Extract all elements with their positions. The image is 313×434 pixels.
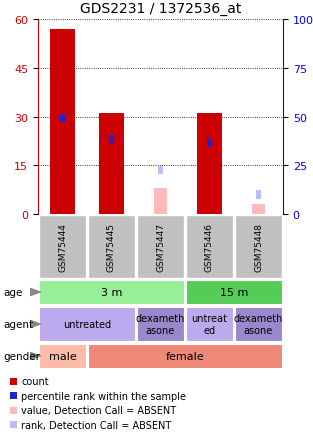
Text: dexameth
asone: dexameth asone (234, 313, 283, 335)
Text: 15 m: 15 m (220, 287, 248, 297)
Text: percentile rank within the sample: percentile rank within the sample (21, 391, 186, 401)
Bar (207, 139, 212, 147)
Bar (109, 136, 114, 144)
Text: value, Detection Call = ABSENT: value, Detection Call = ABSENT (21, 405, 176, 415)
Polygon shape (30, 352, 42, 361)
Bar (10, 421, 17, 428)
Bar (39, 280, 183, 304)
Bar (60, 115, 65, 123)
Text: gender: gender (3, 351, 40, 361)
Text: age: age (3, 287, 23, 297)
Polygon shape (30, 320, 42, 329)
Text: male: male (49, 351, 76, 361)
Text: GSM75447: GSM75447 (156, 223, 165, 271)
Bar (10, 407, 17, 414)
Bar (187, 307, 233, 342)
Text: 3 m: 3 m (101, 287, 122, 297)
Bar (89, 216, 135, 278)
Text: GSM75444: GSM75444 (58, 223, 67, 271)
Bar (99, 114, 124, 214)
Bar (158, 167, 163, 175)
Bar (197, 114, 222, 214)
Text: untreat
ed: untreat ed (192, 313, 228, 335)
Bar (256, 191, 261, 199)
Bar (10, 378, 17, 385)
Title: GDS2231 / 1372536_at: GDS2231 / 1372536_at (80, 2, 241, 16)
Bar (235, 307, 281, 342)
Text: rank, Detection Call = ABSENT: rank, Detection Call = ABSENT (21, 420, 171, 430)
Bar (154, 188, 167, 214)
Bar (235, 216, 281, 278)
Bar (39, 216, 85, 278)
Bar (10, 392, 17, 399)
Bar (252, 205, 264, 214)
Polygon shape (30, 288, 42, 297)
Bar (89, 344, 281, 368)
Bar (39, 344, 85, 368)
Bar (137, 307, 183, 342)
Text: female: female (166, 351, 204, 361)
Text: GSM75448: GSM75448 (254, 223, 263, 271)
Bar (39, 307, 135, 342)
Bar (187, 280, 281, 304)
Text: count: count (21, 376, 49, 386)
Text: GSM75445: GSM75445 (107, 223, 116, 271)
Bar (50, 30, 75, 214)
Bar (137, 216, 183, 278)
Bar (187, 216, 233, 278)
Text: GSM75446: GSM75446 (205, 223, 214, 271)
Text: untreated: untreated (63, 319, 111, 329)
Text: agent: agent (3, 319, 33, 329)
Text: dexameth
asone: dexameth asone (136, 313, 185, 335)
